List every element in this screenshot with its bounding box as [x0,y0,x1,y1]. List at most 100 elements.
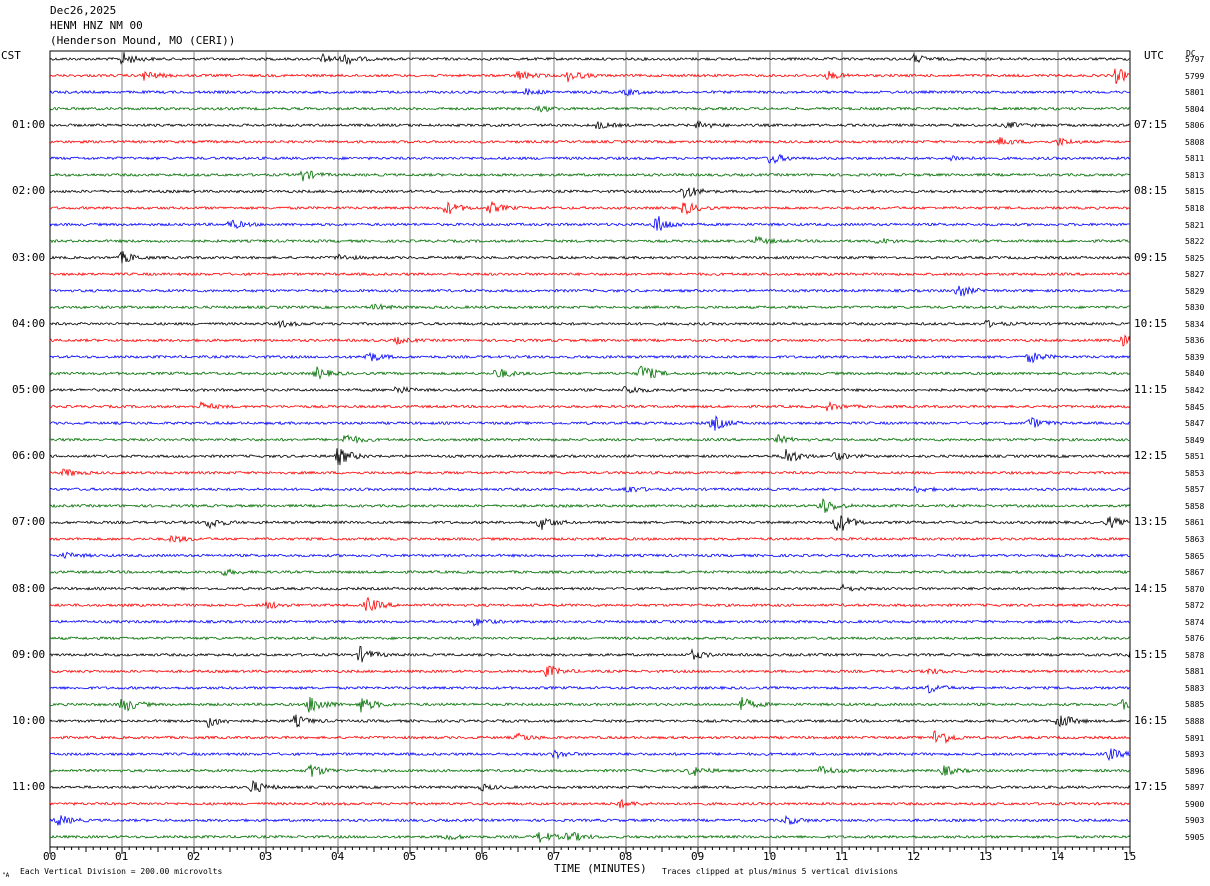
trace-offset-label: 5867 [1185,568,1205,578]
seismic-trace [49,87,1131,97]
scale-text: Each Vertical Division = 200.00 microvol… [20,867,223,876]
trace-offset-label: 5853 [1185,468,1205,478]
trace-offset-label: 5830 [1185,303,1205,313]
trace-offset-label: 5821 [1185,220,1205,230]
right-hour-label: 10:15 [1134,316,1168,330]
trace-offset-label: 5806 [1185,121,1205,131]
seismic-trace [49,319,1131,329]
seismic-trace [49,645,1131,663]
x-tick-label: 10 [763,850,777,863]
trace-offset-label: 5891 [1185,733,1205,743]
date-label: Dec26,2025 [50,4,117,17]
right-timezone-label: UTC [1144,49,1164,62]
seismic-trace [49,635,1131,641]
x-tick-label: 02 [187,850,201,863]
seismic-trace [49,714,1131,728]
x-tick-label: 01 [115,850,129,863]
x-tick-label: 08 [619,850,633,863]
seismic-trace [49,832,1131,843]
left-hour-label: 02:00 [12,184,46,198]
seismic-trace [49,216,1131,232]
trace-offset-label: 5881 [1185,667,1205,677]
x-tick-label: 05 [403,850,417,863]
dc-label: DC [1186,49,1196,58]
seismic-trace [50,250,1131,264]
seismic-trace [49,448,1131,466]
seismic-trace [49,568,1130,577]
trace-offset-label: 5825 [1185,253,1205,263]
plot-frame [49,50,1131,848]
right-hour-label: 17:15 [1134,780,1168,794]
left-hour-label: 03:00 [12,250,46,264]
trace-offset-label: 5905 [1185,832,1205,842]
trace-offset-label: 5883 [1185,683,1205,693]
seismic-trace [49,551,1130,559]
x-tick-label: 00 [43,850,57,863]
trace-offset-label: 5858 [1185,501,1205,511]
x-tick-label: 11 [835,850,849,863]
trace-offset-label: 5799 [1185,71,1205,81]
seismic-trace [49,334,1131,347]
seismic-trace [50,515,1131,531]
trace-offset-label: 5851 [1185,452,1205,462]
left-hour-label: 11:00 [12,780,46,794]
trace-offset-label: 5893 [1185,750,1205,760]
seismic-trace [49,485,1131,493]
left-hour-label: 10:00 [12,714,46,727]
trace-offset-label: 5818 [1185,203,1205,213]
seismic-trace [49,386,1131,394]
left-hour-label: 09:00 [12,647,46,661]
channel-label: HENM HNZ NM 00 [50,19,143,32]
trace-offset-label: 5865 [1185,551,1205,561]
seismic-trace [49,170,1131,182]
right-hour-label: 15:15 [1134,647,1168,661]
seismic-trace [49,351,1131,364]
trace-offset-label: 5840 [1185,369,1205,379]
seismic-trace [49,271,1131,277]
seismic-trace [49,137,1131,147]
seismic-trace [49,187,1131,199]
trace-offset-label: 5815 [1185,187,1205,197]
left-hour-label: 07:00 [12,515,46,529]
corner-mark: "A [2,872,10,879]
seismic-trace [49,814,1131,826]
left-hour-label: 01:00 [12,118,46,132]
x-tick-label: 09 [691,850,705,863]
seismic-trace [49,153,1131,165]
trace-offset-label: 5874 [1185,617,1205,627]
right-hour-label: 07:15 [1134,118,1168,132]
right-hour-label: 16:15 [1134,714,1168,727]
trace-offset-label: 5870 [1185,584,1205,594]
clip-text: Traces clipped at plus/minus 5 vertical … [662,867,899,876]
trace-offset-label: 5829 [1185,286,1205,296]
trace-offset-label: 5900 [1185,799,1205,809]
trace-offset-label: 5813 [1185,170,1205,180]
trace-offset-label: 5888 [1185,717,1205,726]
trace-offset-label: 5834 [1185,319,1205,329]
seismic-trace [49,583,1131,592]
station-label: (Henderson Mound, MO (CERI)) [50,34,236,47]
right-hour-label: 08:15 [1134,184,1168,198]
x-tick-label: 07 [547,850,561,863]
trace-offset-label: 5876 [1185,634,1205,644]
x-tick-label: 14 [1051,850,1065,863]
trace-offset-label: 5872 [1185,601,1205,611]
seismic-trace [49,498,1131,513]
trace-offset-label: 5861 [1185,518,1205,528]
trace-offset-label: 5801 [1185,88,1205,98]
left-hour-label: 05:00 [12,383,46,396]
seismic-trace [49,534,1131,544]
seismic-trace [49,68,1131,84]
trace-offset-label: 5896 [1185,766,1205,776]
trace-offset-label: 5849 [1185,435,1205,445]
seismic-trace [49,684,1131,694]
x-tick-label: 15 [1123,850,1137,863]
right-hour-label: 12:15 [1134,449,1168,463]
trace-offset-label: 5885 [1185,700,1205,710]
seismic-trace [49,285,1131,298]
trace-offset-label: 5822 [1185,237,1205,247]
trace-offset-label: 5903 [1185,816,1205,826]
trace-offset-label: 5804 [1185,104,1205,114]
trace-offset-label: 5836 [1185,336,1205,346]
